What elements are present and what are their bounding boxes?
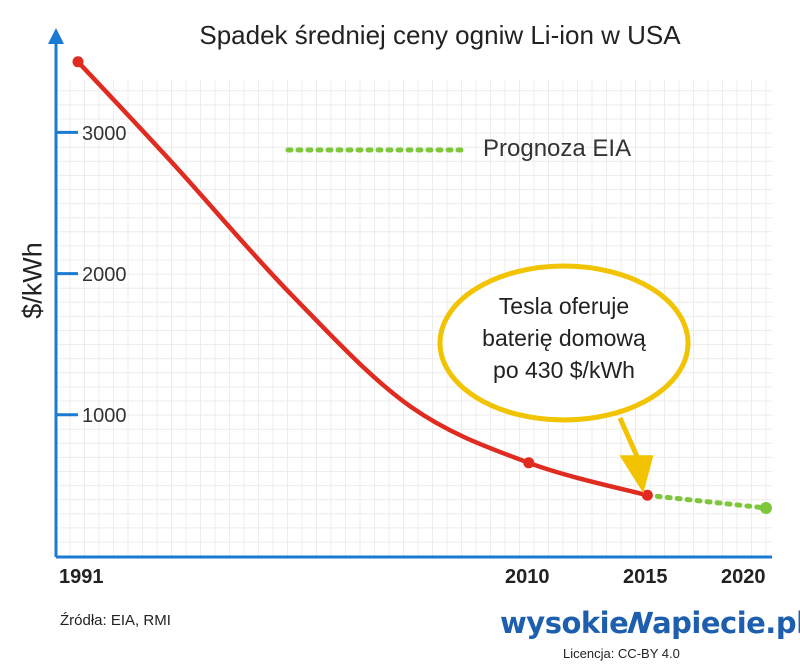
axes <box>48 28 772 559</box>
license-text: Licencja: CC-BY 4.0 <box>563 646 680 661</box>
series-group <box>72 56 772 514</box>
price-series-line <box>75 59 650 498</box>
annotation-line: Tesla oferuje <box>498 293 630 319</box>
forecast-series-line <box>644 492 769 511</box>
y-axis-label: $/kWh <box>17 242 48 319</box>
y-tick-label: 3000 <box>82 123 127 145</box>
data-point <box>760 501 772 514</box>
data-point <box>72 56 84 68</box>
annotation-line: baterię domową <box>482 325 646 351</box>
x-tick-label: 2020 <box>721 566 766 588</box>
annotation-arrow-line <box>617 416 640 459</box>
y-tick-label: 1000 <box>82 405 127 427</box>
y-tick-label: 2000 <box>82 264 127 286</box>
annotation-text: Tesla oferuje baterię domową po 430 $/kW… <box>438 290 690 386</box>
chart-title: Spadek średniej ceny ogniw Li-ion w USA <box>199 20 681 50</box>
legend-label: Prognoza EIA <box>483 135 632 162</box>
annotation-bubble <box>437 263 691 423</box>
brand-right: apiecie.pl <box>652 606 800 640</box>
x-tick-label: 1991 <box>59 566 104 588</box>
x-tick-label: 2010 <box>505 566 550 588</box>
brand-left: wysokie <box>500 606 629 640</box>
sources-text: Źródła: EIA, RMI <box>60 612 171 629</box>
brand-logo: wysokieNapiecie.pl <box>500 606 800 640</box>
annotation-group <box>437 263 691 494</box>
data-point <box>641 489 653 501</box>
annotation-arrow-icon <box>619 455 654 494</box>
grid <box>56 80 772 556</box>
x-tick-label: 2015 <box>623 566 668 588</box>
y-axis-arrow-icon <box>48 28 64 44</box>
data-point <box>523 457 535 469</box>
annotation-line: po 430 $/kWh <box>493 357 635 383</box>
